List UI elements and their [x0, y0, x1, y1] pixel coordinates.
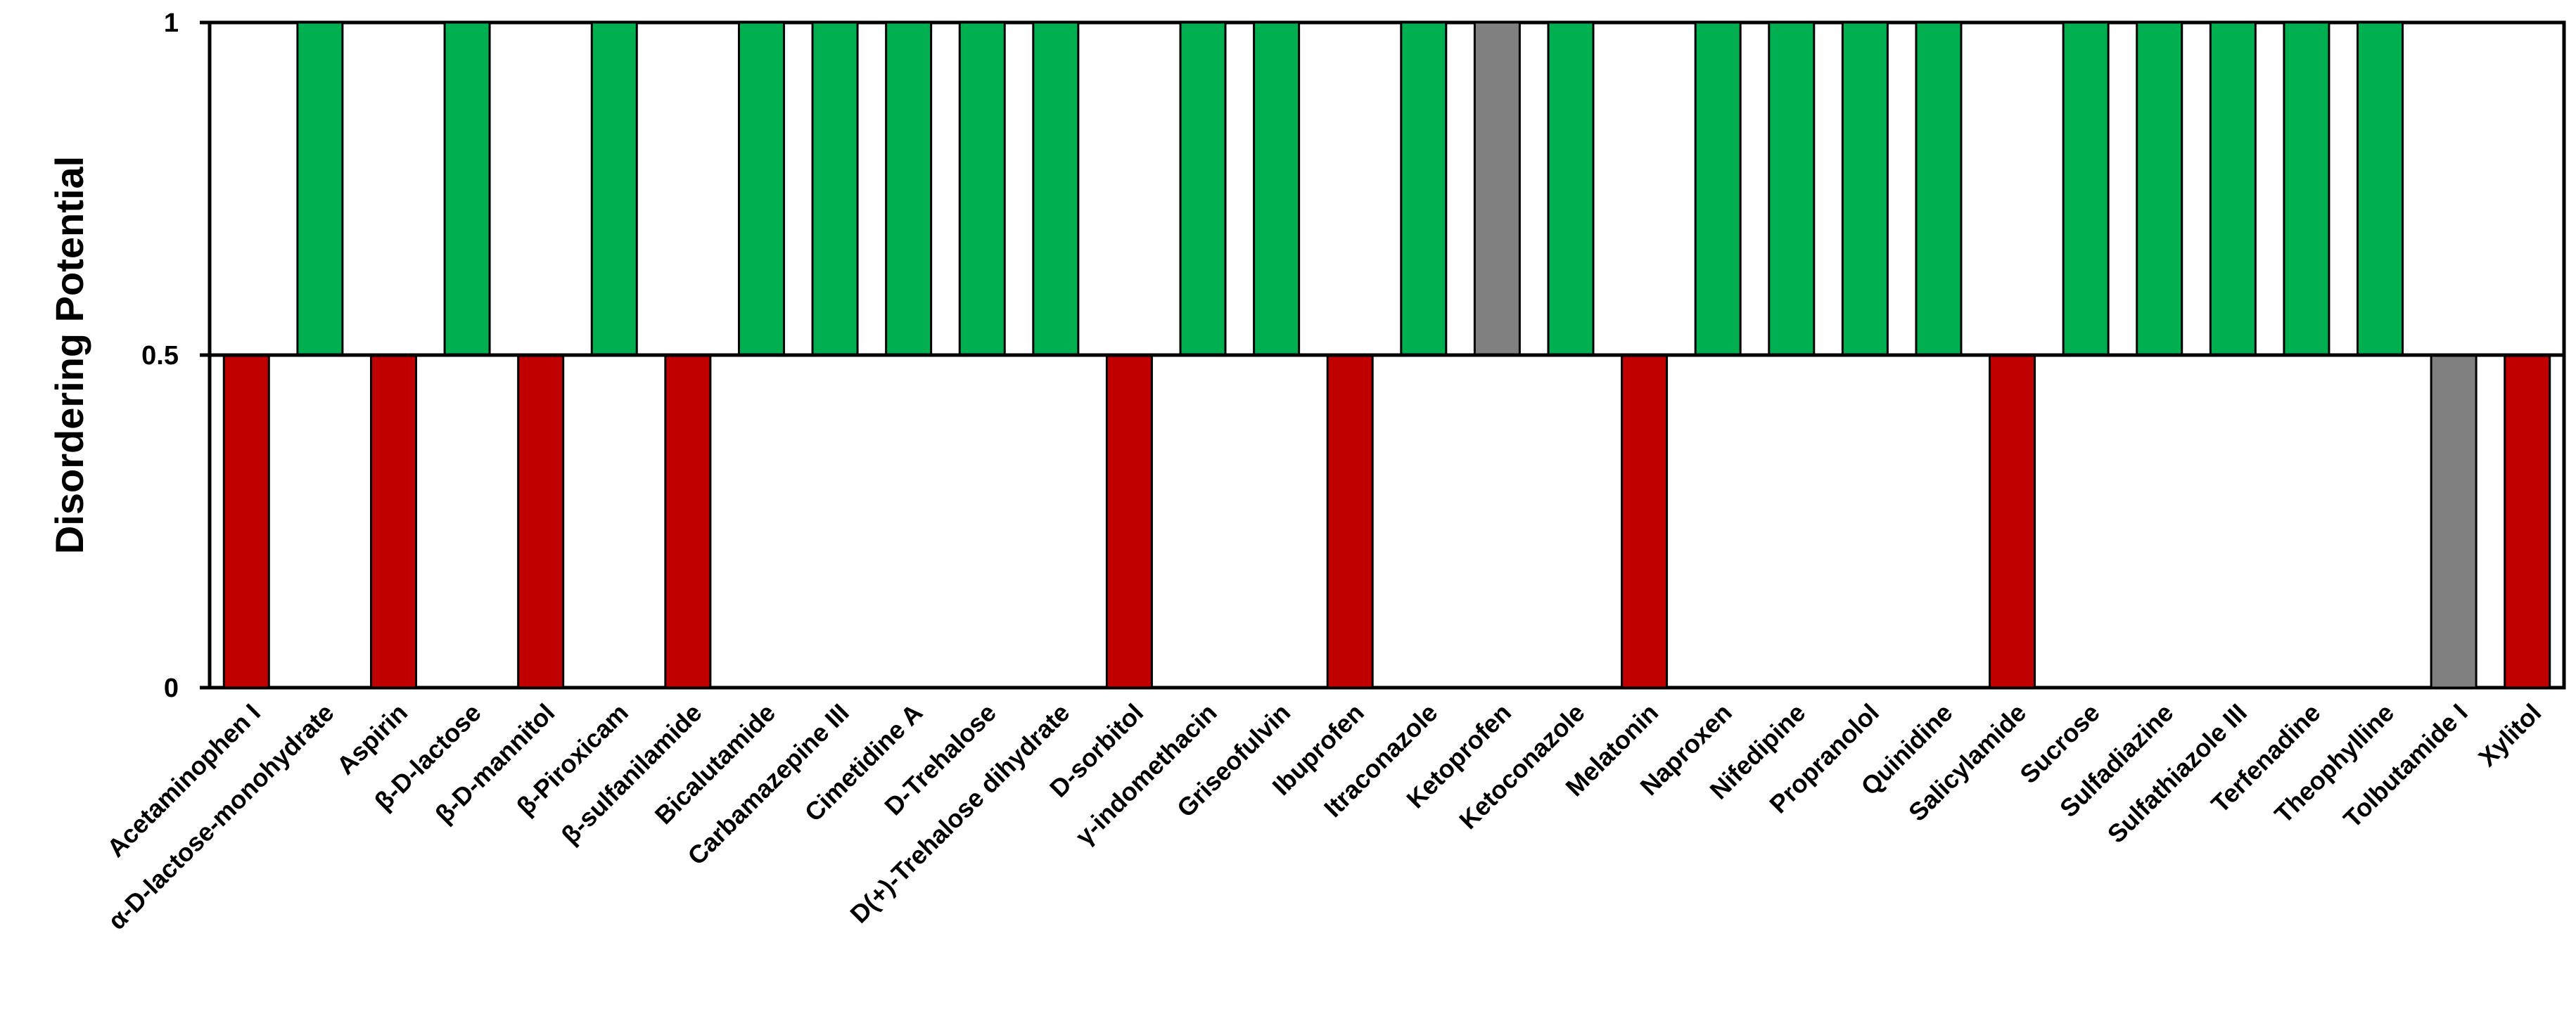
bar-31: [2504, 354, 2551, 689]
bar-16: [1400, 21, 1448, 356]
bar-1: [296, 21, 344, 356]
bar-6: [664, 354, 712, 689]
bar-11: [1032, 21, 1080, 356]
bar-7: [737, 21, 785, 356]
bar-13: [1179, 21, 1227, 356]
bar-23: [1915, 21, 1963, 356]
bar-29: [2357, 21, 2404, 356]
bar-15: [1326, 354, 1374, 689]
y-axis: 00.51: [141, 8, 210, 703]
y-axis-title: Disordering Potential: [47, 156, 91, 554]
y-tick-label: 1: [164, 8, 179, 38]
bar-17: [1473, 21, 1521, 356]
bars: [222, 21, 2551, 689]
bar-4: [517, 354, 565, 689]
bar-24: [1989, 354, 2036, 689]
bar-5: [590, 21, 638, 356]
bar-30: [2430, 354, 2478, 689]
bar-0: [222, 354, 270, 689]
bar-12: [1105, 354, 1153, 689]
bar-20: [1694, 21, 1742, 356]
bar-3: [443, 21, 491, 356]
bar-25: [2062, 21, 2110, 356]
y-tick-label: 0: [164, 674, 179, 703]
x-tick-label: Xylitol: [2473, 698, 2546, 772]
bar-9: [885, 21, 933, 356]
bar-8: [811, 21, 859, 356]
y-tick-label: 0.5: [141, 341, 179, 371]
bar-28: [2283, 21, 2330, 356]
bar-21: [1768, 21, 1816, 356]
bar-18: [1547, 21, 1595, 356]
bar-22: [1841, 21, 1889, 356]
bar-10: [958, 21, 1006, 356]
bar-2: [369, 354, 417, 689]
x-axis-labels: Acetaminophen Iα-D-lactose-monohydrateAs…: [101, 698, 2546, 935]
x-tick-label: Ketoconazole: [1453, 698, 1590, 835]
bar-27: [2209, 21, 2257, 356]
bar-26: [2136, 21, 2183, 356]
bar-14: [1253, 21, 1301, 356]
bar-19: [1621, 354, 1669, 689]
